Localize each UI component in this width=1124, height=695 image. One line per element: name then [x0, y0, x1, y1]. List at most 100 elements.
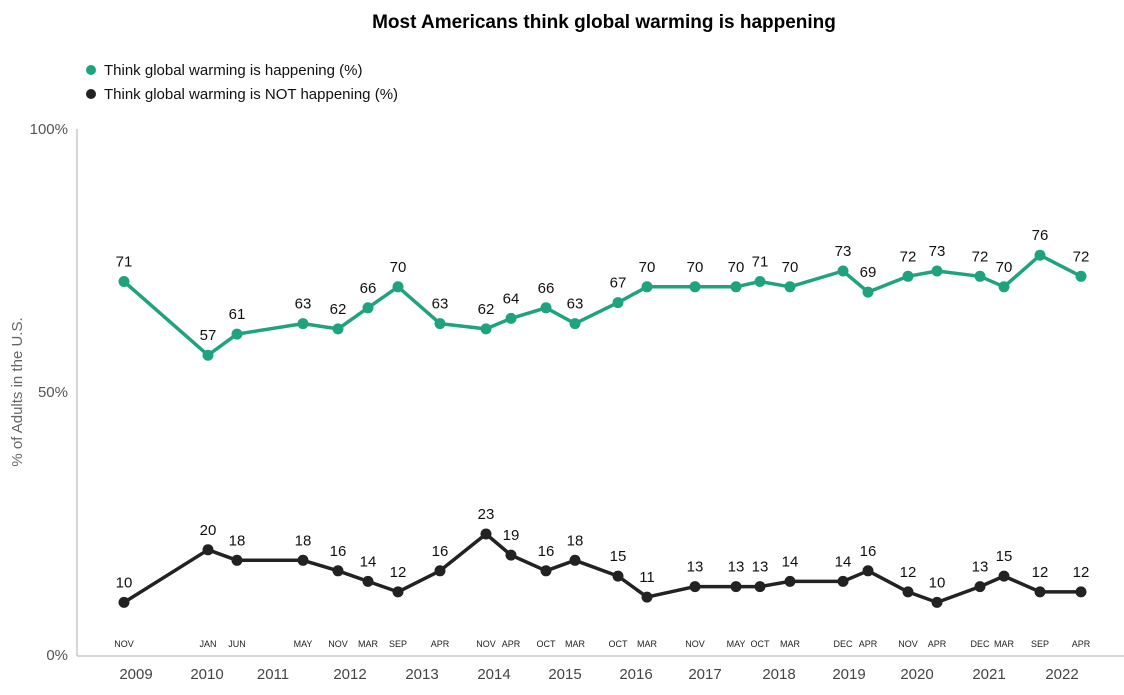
data-label-happening: 64: [503, 290, 520, 307]
data-label-happening: 57: [200, 327, 217, 344]
data-point-not_happening: [231, 554, 243, 566]
x-month-label: NOV: [898, 639, 918, 649]
data-point-happening: [540, 302, 552, 314]
data-label-not_happening: 13: [752, 559, 769, 576]
x-year-label: 2017: [688, 666, 721, 683]
x-month-label: NOV: [328, 639, 348, 649]
x-year-label: 2014: [477, 666, 510, 683]
data-label-happening: 61: [229, 306, 246, 323]
data-point-happening: [505, 312, 517, 324]
data-label-not_happening: 14: [835, 553, 852, 570]
legend-marker-not-happening: [86, 89, 96, 99]
y-tick-label: 50%: [38, 384, 68, 401]
data-label-not_happening: 19: [503, 527, 520, 544]
data-point-not_happening: [362, 575, 374, 587]
data-label-not_happening: 10: [929, 574, 946, 591]
data-label-not_happening: 13: [687, 559, 704, 576]
x-year-label: 2020: [900, 666, 933, 683]
x-year-label: 2021: [972, 666, 1005, 683]
data-point-happening: [480, 323, 492, 335]
data-point-happening: [297, 318, 309, 330]
data-label-not_happening: 16: [432, 543, 449, 560]
data-point-happening: [362, 302, 374, 314]
data-label-happening: 70: [782, 259, 799, 276]
data-label-happening: 62: [478, 301, 495, 318]
data-label-not_happening: 12: [900, 564, 917, 581]
y-tick-label: 100%: [30, 121, 68, 138]
y-tick-label: 0%: [46, 647, 68, 664]
x-month-label: APR: [502, 639, 521, 649]
data-point-happening: [931, 265, 943, 277]
data-label-happening: 70: [639, 259, 656, 276]
data-label-happening: 70: [687, 259, 704, 276]
x-year-label: 2011: [257, 666, 289, 683]
data-label-happening: 73: [929, 243, 946, 260]
data-label-not_happening: 20: [200, 522, 217, 539]
data-label-happening: 63: [432, 296, 449, 313]
data-point-not_happening: [862, 565, 874, 577]
data-point-happening: [974, 270, 986, 282]
data-label-happening: 62: [330, 301, 347, 318]
data-label-happening: 72: [1073, 248, 1090, 265]
x-month-label: OCT: [537, 639, 557, 649]
data-label-not_happening: 12: [1073, 564, 1090, 581]
data-point-not_happening: [392, 586, 404, 598]
data-label-not_happening: 15: [610, 548, 627, 565]
x-month-label: JUN: [228, 639, 246, 649]
data-point-not_happening: [1034, 586, 1046, 598]
data-point-not_happening: [202, 544, 214, 556]
data-label-happening: 63: [295, 296, 312, 313]
data-point-happening: [434, 318, 446, 330]
x-year-label: 2009: [119, 666, 152, 683]
data-point-not_happening: [754, 581, 766, 593]
x-month-label: NOV: [685, 639, 705, 649]
data-label-happening: 70: [996, 259, 1013, 276]
data-point-happening: [689, 281, 701, 293]
series-not_happening: 10 20 18 18 16 14 12 16 23 19 16 18 15 11 13 13 13 14 14 16…: [116, 506, 1090, 608]
data-point-happening: [231, 328, 243, 340]
x-month-label: DEC: [833, 639, 853, 649]
data-point-not_happening: [434, 565, 446, 577]
data-label-happening: 67: [610, 275, 627, 292]
data-label-not_happening: 16: [860, 543, 877, 560]
x-month-label: APR: [928, 639, 947, 649]
data-label-happening: 76: [1032, 227, 1049, 244]
data-label-happening: 73: [835, 243, 852, 260]
data-label-not_happening: 23: [478, 506, 495, 523]
data-point-happening: [837, 265, 849, 277]
data-label-not_happening: 18: [229, 532, 246, 549]
data-point-happening: [902, 270, 914, 282]
legend-label-happening: Think global warming is happening (%): [104, 62, 362, 79]
data-point-happening: [392, 281, 404, 293]
data-point-happening: [118, 276, 130, 287]
data-point-happening: [784, 281, 796, 293]
x-month-label: MAR: [780, 639, 801, 649]
data-label-not_happening: 16: [538, 543, 555, 560]
data-label-not_happening: 18: [295, 532, 312, 549]
data-point-happening: [332, 323, 344, 335]
data-point-not_happening: [784, 575, 796, 587]
data-point-not_happening: [974, 581, 986, 593]
data-point-not_happening: [612, 570, 624, 582]
data-point-happening: [754, 276, 766, 287]
x-month-label: MAR: [637, 639, 658, 649]
x-year-label: 2016: [619, 666, 652, 683]
x-month-label: SEP: [389, 639, 407, 649]
data-point-happening: [998, 281, 1010, 293]
data-label-not_happening: 18: [567, 532, 584, 549]
data-point-happening: [569, 318, 581, 330]
legend-item-not-happening: Think global warming is NOT happening (%…: [86, 86, 398, 103]
data-label-not_happening: 14: [360, 553, 377, 570]
x-month-label: MAY: [727, 639, 746, 649]
data-point-happening: [1034, 249, 1046, 261]
data-label-not_happening: 16: [330, 543, 347, 560]
x-month-label: APR: [431, 639, 450, 649]
data-point-happening: [1075, 270, 1087, 282]
data-point-not_happening: [689, 581, 701, 593]
x-year-label: 2010: [190, 666, 223, 683]
x-month-label: OCT: [751, 639, 771, 649]
data-label-happening: 66: [538, 280, 555, 297]
series-layer: 71 57 61 63 62 66 70 63 62 64 66 63 67 70 70 70 71 70 73 69…: [116, 227, 1090, 608]
data-point-happening: [641, 281, 653, 293]
